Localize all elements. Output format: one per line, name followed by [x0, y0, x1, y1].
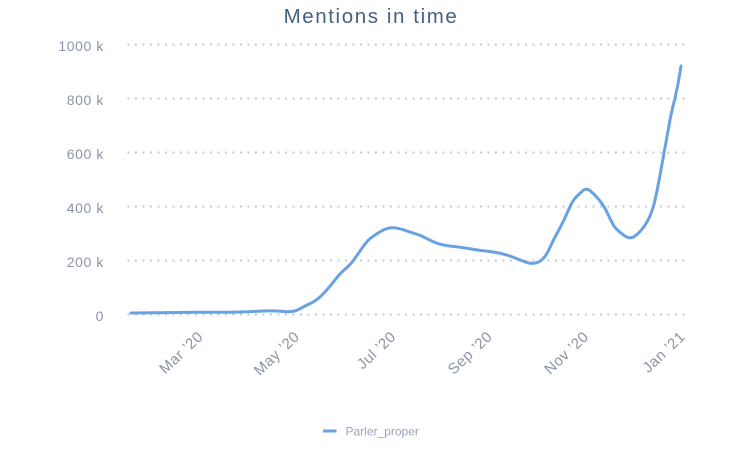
svg-text:Mentions in time: Mentions in time	[284, 5, 459, 28]
svg-text:200 k: 200 k	[67, 254, 105, 270]
svg-text:600 k: 600 k	[67, 146, 105, 162]
svg-text:0: 0	[96, 308, 104, 324]
svg-text:400 k: 400 k	[67, 200, 105, 216]
svg-text:800 k: 800 k	[67, 92, 105, 108]
svg-text:1000 k: 1000 k	[58, 38, 104, 54]
svg-text:Parler_proper: Parler_proper	[346, 425, 419, 439]
